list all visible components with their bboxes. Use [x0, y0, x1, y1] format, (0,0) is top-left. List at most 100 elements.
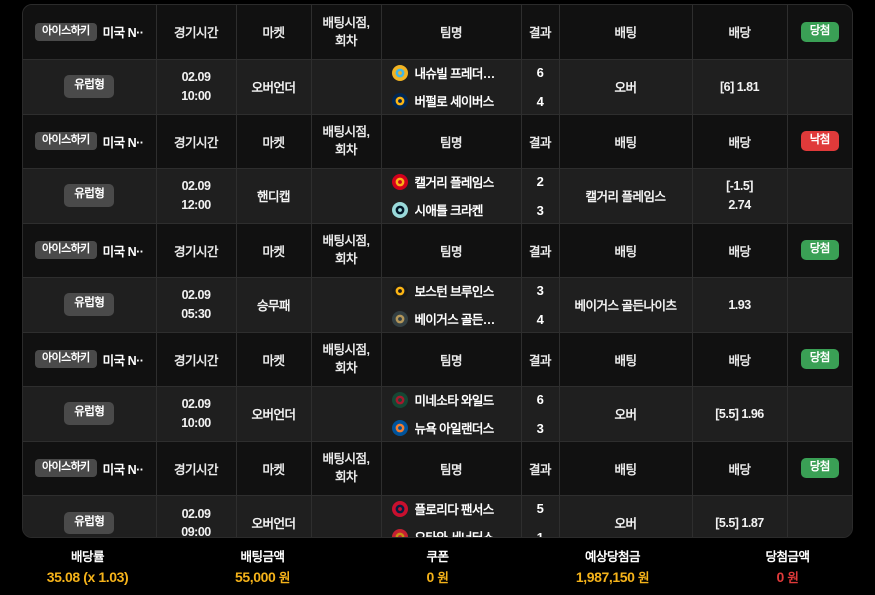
- pick-cell: 오버: [559, 386, 693, 442]
- col-header-market: 마켓: [236, 331, 312, 387]
- odds-type-badge[interactable]: 유럽형: [64, 293, 115, 316]
- table-row[interactable]: 유럽형 02.09 05:30 승무패 보스턴 브루인스 베이거스 골든… 3 4 베이거스 골…: [23, 277, 852, 333]
- match-time: 05:30: [181, 306, 211, 321]
- team-line: 버펄로 세이버스: [391, 91, 519, 110]
- odds-cell: [5.5] 1.87: [692, 495, 788, 537]
- result-cell: [787, 168, 852, 224]
- bet-point-cell: [311, 59, 382, 115]
- table-row[interactable]: 유럽형 02.09 10:00 오버언더 미네소타 와일드 뉴욕 아일랜더스 6 3 오버 [5.…: [23, 386, 852, 442]
- col-header-score: 결과: [521, 5, 560, 60]
- col-header-odds: 배당: [692, 331, 788, 387]
- col-header-market: 마켓: [236, 440, 312, 496]
- currency-unit: 원: [437, 570, 449, 585]
- teams-cell: 내슈빌 프레더… 버펄로 세이버스: [381, 59, 522, 115]
- bet-header-row: 아이스하키 미국 N·· 경기시간 마켓 배팅시점, 회차 팀명 결과 배팅 배당 당첨: [23, 331, 852, 387]
- team-name: 시애틀 크라켄: [414, 204, 483, 218]
- odds-value: 2.74: [728, 197, 751, 212]
- result-cell: [787, 495, 852, 537]
- col-header-result: 당첨: [787, 5, 852, 60]
- col-header-odds: 배당: [692, 113, 788, 169]
- col-header-market: 마켓: [236, 5, 312, 60]
- league-name: 미국 N··: [102, 462, 144, 477]
- col-header-pick: 배팅: [559, 5, 693, 60]
- team-name: 미네소타 와일드: [414, 394, 494, 408]
- col-header-result: 당첨: [787, 440, 852, 496]
- match-time: 10:00: [181, 415, 211, 430]
- market-cell: 핸디캡: [236, 168, 312, 224]
- match-date: 02.09: [181, 506, 211, 521]
- col-header-score: 결과: [521, 331, 560, 387]
- bet-header-row: 아이스하키 미국 N·· 경기시간 마켓 배팅시점, 회차 팀명 결과 배팅 배당 당첨: [23, 440, 852, 496]
- summary-cell: 배당률 35.08 (x 1.03): [0, 548, 175, 588]
- col-header-team: 팀명: [381, 331, 522, 387]
- odds-type-cell: 유럽형: [23, 168, 157, 224]
- col-header-point: 배팅시점, 회차: [311, 331, 382, 387]
- summary-cell: 당첨금액 0 원: [700, 548, 875, 588]
- col-header-market: 마켓: [236, 222, 312, 278]
- odds-cell: [-1.5] 2.74: [692, 168, 788, 224]
- market-cell: 오버언더: [236, 495, 312, 537]
- teams-cell: 캘거리 플레임스 시애틀 크라켄: [381, 168, 522, 224]
- score-value: 2: [536, 173, 544, 189]
- league-name: 미국 N··: [102, 353, 144, 368]
- col-header-result: 당첨: [787, 222, 852, 278]
- bet-header-row: 아이스하키 미국 N·· 경기시간 마켓 배팅시점, 회차 팀명 결과 배팅 배당 당첨: [23, 5, 852, 60]
- odds-cell: [5.5] 1.96: [692, 386, 788, 442]
- odds-type-cell: 유럽형: [23, 386, 157, 442]
- league-header-cell: 아이스하키 미국 N··: [23, 113, 157, 169]
- match-time-cell: 02.09 05:30: [156, 277, 237, 333]
- team-line: 내슈빌 프레더…: [391, 63, 519, 82]
- match-date: 02.09: [181, 397, 211, 412]
- result-cell: [787, 277, 852, 333]
- odds-type-badge[interactable]: 유럽형: [64, 184, 115, 207]
- bet-point-cell: [311, 277, 382, 333]
- team-name: 뉴욕 아일랜더스: [414, 422, 494, 436]
- florida-panthers-logo: [391, 500, 408, 517]
- league-header-cell: 아이스하키 미국 N··: [23, 5, 157, 60]
- match-date: 02.09: [181, 288, 211, 303]
- bet-point-cell: [311, 168, 382, 224]
- team-name: 베이거스 골든…: [414, 313, 495, 327]
- team-name: 오타와 세너터스: [415, 527, 494, 537]
- summary-label: 배당률: [70, 550, 105, 565]
- status-badge: 당첨: [800, 457, 839, 479]
- col-header-odds: 배당: [692, 222, 788, 278]
- sport-badge: 아이스하키: [35, 22, 97, 41]
- new-york-islanders-logo: [391, 419, 408, 436]
- col-header-team: 팀명: [381, 440, 522, 496]
- score-value: 6: [536, 391, 544, 407]
- odds-cell: 1.93: [692, 277, 788, 333]
- betting-slip-table: 아이스하키 미국 N·· 경기시간 마켓 배팅시점, 회차 팀명 결과 배팅 배당 당첨 유럽형 02.…: [23, 5, 852, 537]
- currency-unit: 원: [278, 570, 291, 585]
- match-time-cell: 02.09 10:00: [156, 59, 237, 115]
- table-row[interactable]: 유럽형 02.09 12:00 핸디캡 캘거리 플레임스 시애틀 크라켄 2 3 캘거리 플레임…: [23, 168, 852, 224]
- pick-cell: 캘거리 플레임스: [559, 168, 693, 224]
- col-header-result: 당첨: [787, 331, 852, 387]
- league-header-cell: 아이스하키 미국 N··: [23, 331, 157, 387]
- buffalo-sabres-logo: [391, 92, 408, 109]
- match-time: 10:00: [181, 88, 211, 103]
- odds-type-badge[interactable]: 유럽형: [64, 75, 115, 98]
- score-value: 3: [536, 202, 544, 218]
- bet-header-row: 아이스하키 미국 N·· 경기시간 마켓 배팅시점, 회차 팀명 결과 배팅 배당 당첨: [23, 222, 852, 278]
- score-value: 3: [536, 420, 544, 436]
- league-name: 미국 N··: [102, 26, 144, 41]
- table-row[interactable]: 유럽형 02.09 10:00 오버언더 내슈빌 프레더… 버펄로 세이버스 6 4 오버 [6]…: [23, 59, 852, 115]
- col-header-pick: 배팅: [559, 440, 693, 496]
- col-header-pick: 배팅: [559, 113, 693, 169]
- odds-type-badge[interactable]: 유럽형: [64, 511, 115, 534]
- match-time-cell: 02.09 10:00: [156, 386, 237, 442]
- col-header-time: 경기시간: [156, 5, 237, 60]
- team-line: 뉴욕 아일랜더스: [391, 418, 519, 437]
- col-header-point: 배팅시점, 회차: [311, 5, 382, 60]
- minnesota-wild-logo: [391, 391, 408, 408]
- pick-cell: 오버: [559, 59, 693, 115]
- col-header-time: 경기시간: [156, 222, 237, 278]
- col-header-pick: 배팅: [559, 331, 693, 387]
- odds-type-badge[interactable]: 유럽형: [64, 402, 115, 425]
